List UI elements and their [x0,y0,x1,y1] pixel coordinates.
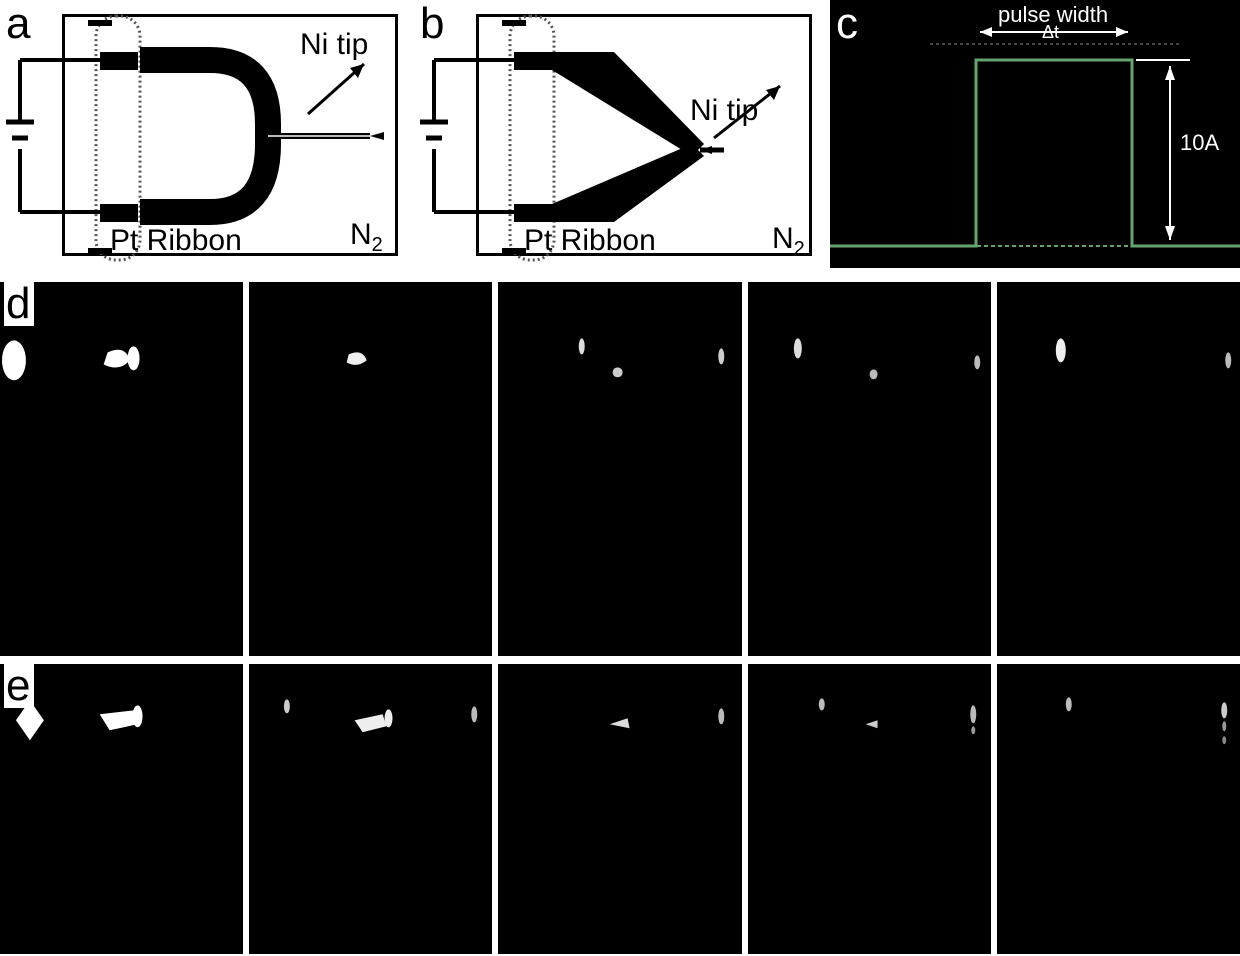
panel-c: c pulse width Δt 10A [830,0,1240,268]
delta-t-label: Δt [1042,22,1059,43]
frame-d-5 [997,282,1240,656]
amplitude-label: 10A [1180,130,1219,156]
frame-e-2 [249,664,492,954]
panel-a: a Ni tip [0,0,408,268]
frame-e-5 [997,664,1240,954]
row-e-label: e [4,664,34,708]
frame-d-4 [748,282,991,656]
glow-d-2 [249,282,492,656]
frame-e-3 [498,664,741,954]
panel-a-ribbon-label: Pt Ribbon [110,224,242,258]
glow-d-3 [498,282,741,656]
frame-e-1: e [0,664,243,954]
frame-e-4 [748,664,991,954]
panel-b-ribbon-label: Pt Ribbon [524,224,656,258]
glow-e-5 [997,664,1240,954]
glow-d-4 [748,282,991,656]
glow-e-3 [498,664,741,954]
frame-d-2 [249,282,492,656]
glow-d-1 [0,282,243,656]
panel-b: b Ni tip Pt Ribbon N2 [414,0,822,268]
row-d-label: d [4,282,34,326]
panel-b-gas-label: N2 [772,222,805,261]
glow-e-4 [748,664,991,954]
frame-d-1: d [0,282,243,656]
panel-a-label: a [4,2,32,46]
panel-b-label: b [418,2,446,46]
row-e: e [0,664,1240,954]
panel-a-gas-label: N2 [350,218,383,257]
glow-d-5 [997,282,1240,656]
glow-e-1 [0,664,243,954]
row-d: d [0,282,1240,656]
panel-b-tip-label: Ni tip [690,94,758,128]
glow-e-2 [249,664,492,954]
panel-c-label: c [834,2,860,46]
top-row: a Ni tip [0,0,1240,274]
panel-c-scope [830,0,1240,268]
frame-d-3 [498,282,741,656]
panel-a-tip-label: Ni tip [300,28,368,62]
